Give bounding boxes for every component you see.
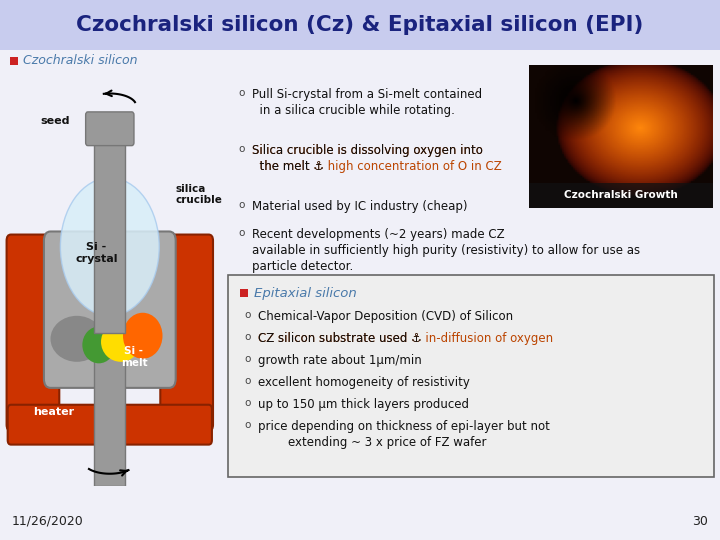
Text: Silica crucible is dissolving oxygen into
  the melt ⚓ high concentration of O i: Silica crucible is dissolving oxygen int… xyxy=(252,144,502,173)
FancyBboxPatch shape xyxy=(161,234,213,431)
Bar xyxy=(0,0,720,50)
Text: silica
crucible: silica crucible xyxy=(176,184,222,206)
FancyBboxPatch shape xyxy=(8,405,212,444)
Text: o: o xyxy=(239,200,246,210)
Bar xyxy=(240,289,248,297)
FancyBboxPatch shape xyxy=(6,234,59,431)
Ellipse shape xyxy=(82,327,115,363)
Text: Epitaxial silicon: Epitaxial silicon xyxy=(254,287,356,300)
Text: Czochralski silicon: Czochralski silicon xyxy=(23,55,138,68)
Text: Recent developments (~2 years) made CZ
available in sufficiently high purity (re: Recent developments (~2 years) made CZ a… xyxy=(252,228,640,273)
Text: excellent homogeneity of resistivity: excellent homogeneity of resistivity xyxy=(258,376,470,389)
Bar xyxy=(10,57,18,65)
Text: 30: 30 xyxy=(692,515,708,528)
Text: Czochralski Growth: Czochralski Growth xyxy=(564,191,678,200)
Text: o: o xyxy=(239,228,246,238)
Text: 11/26/2020: 11/26/2020 xyxy=(12,515,84,528)
Text: Si -
melt: Si - melt xyxy=(121,347,148,368)
Text: o: o xyxy=(245,354,251,364)
Text: Czochralski silicon (Cz) & Epitaxial silicon (EPI): Czochralski silicon (Cz) & Epitaxial sil… xyxy=(76,15,644,35)
Text: o: o xyxy=(239,144,246,154)
Text: o: o xyxy=(245,376,251,386)
Text: Silica crucible is dissolving oxygen into
  the melt ⚓: Silica crucible is dissolving oxygen int… xyxy=(252,144,483,173)
Text: Material used by IC industry (cheap): Material used by IC industry (cheap) xyxy=(252,200,467,213)
Ellipse shape xyxy=(123,313,163,359)
Text: growth rate about 1μm/min: growth rate about 1μm/min xyxy=(258,354,422,367)
Text: Chemical-Vapor Deposition (CVD) of Silicon: Chemical-Vapor Deposition (CVD) of Silic… xyxy=(258,310,513,323)
Text: CZ silicon substrate used ⚓ in-diffusion of oxygen: CZ silicon substrate used ⚓ in-diffusion… xyxy=(258,332,553,345)
Text: seed: seed xyxy=(41,116,71,126)
Bar xyxy=(529,183,713,208)
Text: o: o xyxy=(245,332,251,342)
FancyBboxPatch shape xyxy=(94,333,125,486)
Ellipse shape xyxy=(60,178,159,316)
Ellipse shape xyxy=(50,316,103,362)
Text: price depending on thickness of epi-layer but not
        extending ~ 3 x price : price depending on thickness of epi-laye… xyxy=(258,420,550,449)
Text: o: o xyxy=(245,420,251,430)
FancyBboxPatch shape xyxy=(94,133,125,333)
Text: o: o xyxy=(245,398,251,408)
FancyBboxPatch shape xyxy=(86,112,134,146)
FancyBboxPatch shape xyxy=(228,275,714,477)
FancyBboxPatch shape xyxy=(44,232,176,388)
Text: heater: heater xyxy=(33,408,74,417)
Text: o: o xyxy=(245,310,251,320)
Text: up to 150 μm thick layers produced: up to 150 μm thick layers produced xyxy=(258,398,469,411)
Text: o: o xyxy=(239,88,246,98)
Text: Si -
crystal: Si - crystal xyxy=(76,242,118,264)
Text: CZ silicon substrate used ⚓: CZ silicon substrate used ⚓ xyxy=(258,332,426,345)
Text: Pull Si-crystal from a Si-melt contained
  in a silica crucible while rotating.: Pull Si-crystal from a Si-melt contained… xyxy=(252,88,482,117)
Ellipse shape xyxy=(101,322,140,362)
